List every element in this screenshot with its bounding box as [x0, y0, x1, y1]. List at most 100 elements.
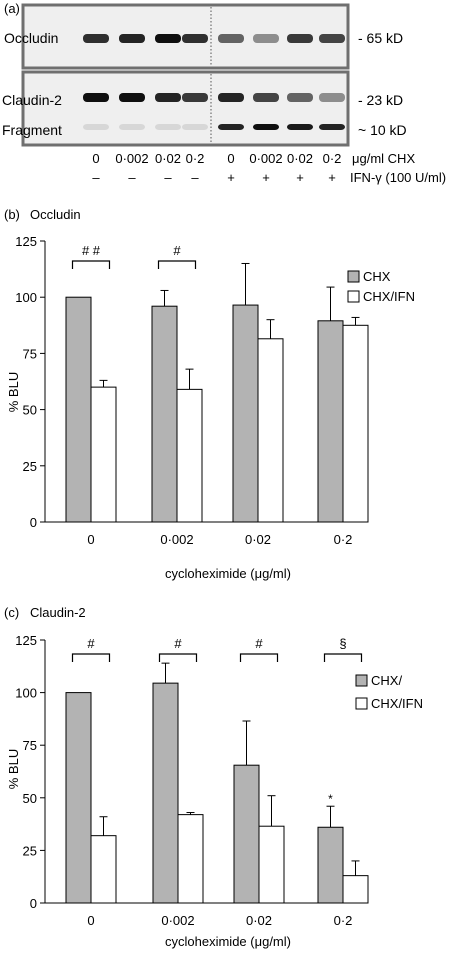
occludin-plot: 0 25 50 75 100 125 0 # # 0·002 #0·02 0·2	[15, 234, 369, 547]
ifn-sign-lane-7: +	[296, 170, 304, 185]
ifn-row: – – – – + + + +	[92, 170, 335, 185]
fragment-band-lane-8	[319, 124, 345, 130]
ifn-sign-lane-1: –	[92, 170, 100, 185]
dose-label-lane-6: 0·002	[249, 151, 282, 166]
occludin-band-lane-2	[119, 34, 145, 43]
y-tick-label: 100	[15, 290, 37, 305]
legend-label-chx-c: CHX/	[371, 673, 402, 688]
x-tick-label: 0·002	[161, 913, 194, 928]
x-tick-label: 0·2	[334, 532, 353, 547]
dose-label-lane-8: 0·2	[323, 151, 342, 166]
claudin-band-lane-5	[218, 93, 244, 102]
occludin-chart-title: Occludin	[30, 207, 81, 222]
fragment-label: Fragment	[2, 122, 62, 138]
dose-label-lane-7: 0·02	[287, 151, 313, 166]
y-tick-label: 0	[30, 896, 37, 911]
claudin-band-lane-4	[182, 93, 208, 102]
x-tick-label: 0·002	[160, 532, 193, 547]
x-tick-label: 0	[87, 913, 94, 928]
claudin-label: Claudin-2	[2, 92, 62, 108]
blot-panel: (a) Occludin - 65 kD Claudin-2 - 23 kD F…	[2, 1, 446, 185]
claudin-size-label: - 23 kD	[358, 92, 403, 108]
bar-chx-4	[317, 826, 344, 904]
ifn-sign-lane-8: +	[328, 170, 336, 185]
claudin-band-lane-1	[83, 93, 109, 102]
significance-bracket	[158, 653, 198, 662]
bar-chx-ifn-2	[176, 388, 203, 523]
occludin-band-lane-4	[182, 34, 208, 43]
significance-bracket	[323, 653, 363, 662]
claudin-band-lane-6	[253, 93, 279, 102]
occludin-band-lane-7	[287, 34, 313, 43]
y-tick-label: 0	[30, 515, 37, 530]
claudin-band-lane-7	[287, 93, 313, 102]
bar-chx-ifn-3	[258, 825, 285, 904]
significance-bracket	[157, 260, 197, 269]
fragment-band-lane-4	[182, 124, 208, 130]
bar-chx-1	[65, 692, 92, 904]
bar-chx-ifn-1	[90, 386, 117, 523]
panel-a-label: (a)	[4, 1, 20, 16]
bar-chx-ifn-4	[342, 324, 369, 523]
legend-swatch-chx	[347, 270, 360, 283]
fragment-band-lane-3	[155, 124, 181, 130]
significance-symbol: #	[87, 636, 95, 651]
dose-row: 0 0·002 0·02 0·2 0 0·002 0·02 0·2	[92, 151, 341, 166]
fragment-band-lane-2	[119, 124, 145, 130]
dose-label-lane-1: 0	[92, 151, 99, 166]
fragment-size-label: ~ 10 kD	[358, 122, 407, 138]
bar-chx-2	[152, 682, 179, 904]
legend-swatch-chx-ifn-c	[355, 697, 368, 710]
occludin-chart: (b) Occludin 0 25 50 75 100 125 0 # # 0·002 #0·02…	[4, 207, 415, 581]
claudin-x-axis-label: cycloheximide (μg/ml)	[165, 934, 291, 949]
dose-label-lane-4: 0·2	[186, 151, 205, 166]
claudin-band-lane-2	[119, 93, 145, 102]
legend-swatch-chx-ifn	[347, 290, 360, 303]
y-tick-label: 25	[23, 843, 37, 858]
legend-label-chx: CHX	[363, 269, 391, 284]
y-tick-label: 75	[23, 346, 37, 361]
panel-c-label: (c)	[4, 605, 19, 620]
bar-chx-ifn-1	[90, 835, 117, 904]
significance-symbol: # #	[82, 243, 101, 258]
occludin-band-lane-3	[155, 34, 181, 43]
x-tick-label: 0·02	[246, 913, 272, 928]
significance-asterisk: *	[328, 792, 333, 806]
legend-label-chx-ifn: CHX/IFN	[363, 289, 415, 304]
y-tick-label: 125	[15, 633, 37, 648]
claudin-y-axis-label: % BLU	[6, 749, 21, 789]
bar-chx-3	[233, 764, 260, 904]
significance-symbol: #	[174, 636, 182, 651]
bar-chx-4	[317, 320, 344, 523]
bar-chx-ifn-3	[257, 338, 284, 523]
dose-label-lane-3: 0·02	[155, 151, 181, 166]
x-tick-label: 0·02	[245, 532, 271, 547]
claudin-band-lane-3	[155, 93, 181, 102]
ifn-sign-lane-2: –	[128, 170, 136, 185]
ifn-sign-lane-5: +	[227, 170, 235, 185]
y-tick-label: 50	[23, 403, 37, 418]
dose-label-lane-2: 0·002	[115, 151, 148, 166]
significance-symbol: §	[339, 636, 346, 651]
claudin-blot-frame	[21, 70, 350, 147]
y-tick-label: 125	[15, 234, 37, 249]
significance-bracket	[71, 260, 111, 269]
y-tick-label: 50	[23, 791, 37, 806]
ifn-sign-lane-4: –	[191, 170, 199, 185]
claudin-plot: 0 25 50 75 100 125 0 #0·002 #0·02 #0·2 * §	[15, 633, 369, 928]
bar-chx-3	[232, 304, 259, 523]
claudin-chart-title: Claudin-2	[30, 605, 86, 620]
ifn-sign-lane-3: –	[164, 170, 172, 185]
dose-label-lane-5: 0	[227, 151, 234, 166]
y-tick-label: 25	[23, 459, 37, 474]
significance-bracket	[239, 653, 279, 662]
ifn-sign-lane-6: +	[262, 170, 270, 185]
claudin-bands	[83, 93, 345, 102]
significance-bracket	[71, 653, 111, 662]
occludin-band-lane-8	[319, 34, 345, 43]
significance-symbol: #	[173, 243, 181, 258]
bar-chx-ifn-2	[177, 814, 204, 904]
fragment-band-lane-6	[253, 124, 279, 130]
fragment-band-lane-5	[218, 124, 244, 130]
